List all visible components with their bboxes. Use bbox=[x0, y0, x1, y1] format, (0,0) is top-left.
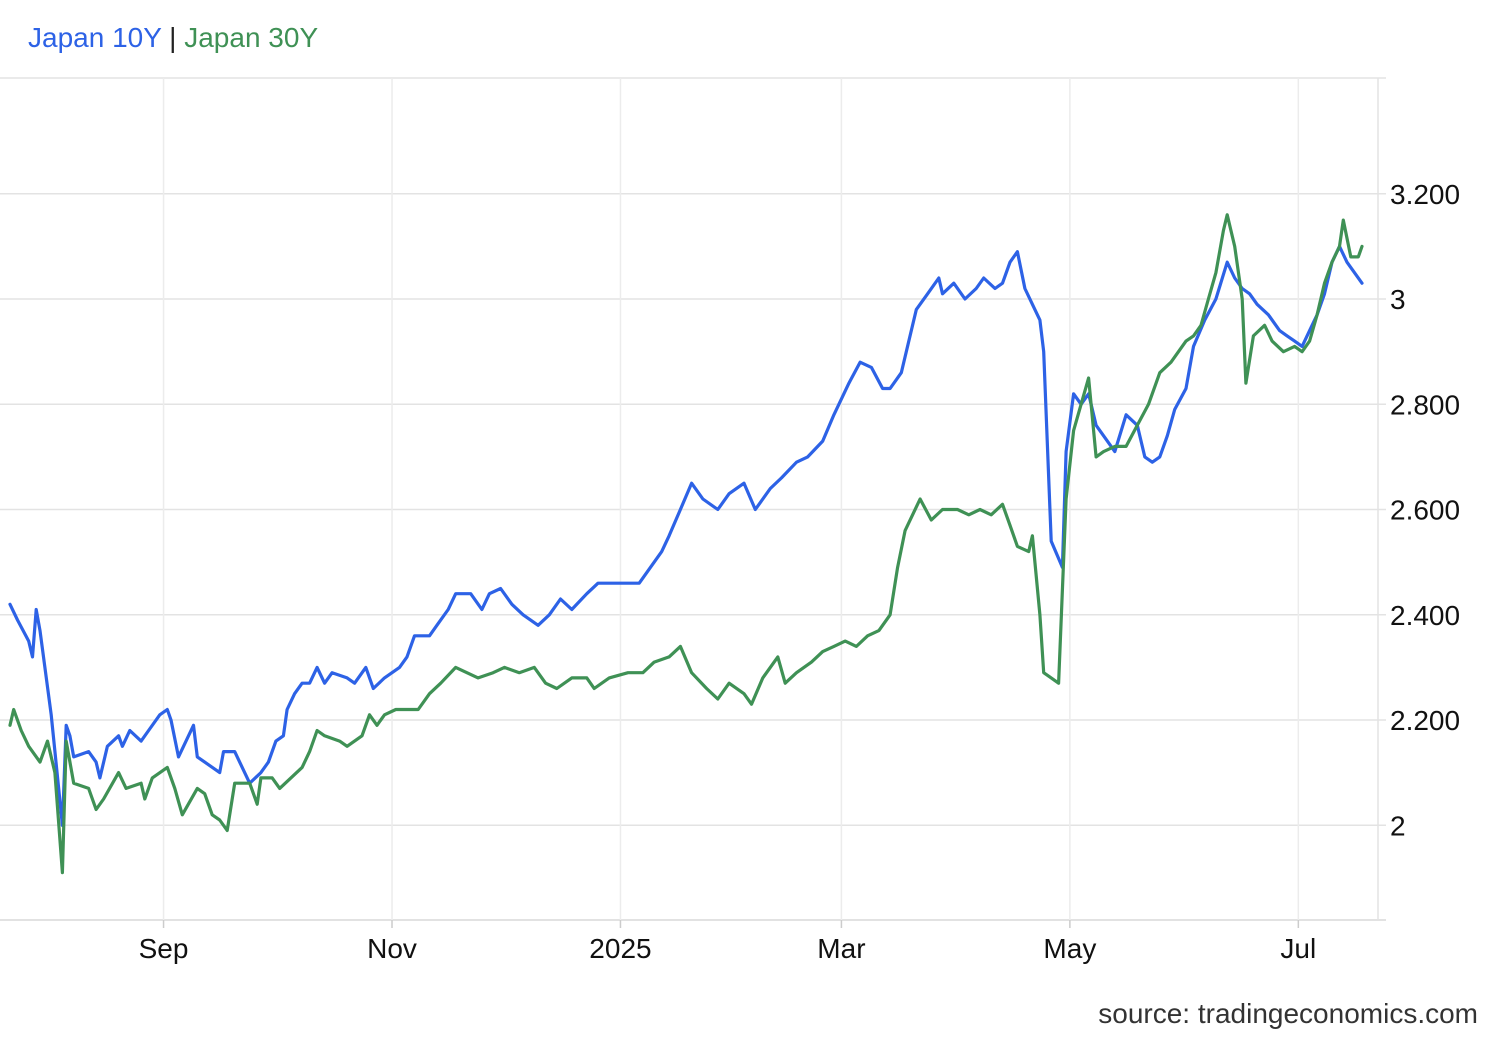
series-line-japan-30y[interactable] bbox=[8, 213, 1364, 875]
y-tick-label: 3 bbox=[1390, 284, 1406, 315]
chart-series bbox=[8, 213, 1364, 875]
x-tick-label: 2025 bbox=[589, 933, 651, 964]
y-tick-label: 2.200 bbox=[1390, 705, 1460, 736]
y-tick-label: 2.600 bbox=[1390, 495, 1460, 526]
y-tick-label: 3.200 bbox=[1390, 179, 1460, 210]
x-tick-label: Sep bbox=[139, 933, 189, 964]
series-line-japan-10y[interactable] bbox=[8, 244, 1364, 827]
y-tick-label: 2 bbox=[1390, 810, 1406, 841]
line-chart[interactable]: 2 2.200 2.400 2.600 2.800 3 3.200 Sep Nov 2025 Ma… bbox=[0, 0, 1500, 1000]
chart-legend: Japan 10Y | Japan 30Y bbox=[28, 22, 318, 54]
x-axis-labels: Sep Nov 2025 Mar May Jul bbox=[139, 933, 1317, 964]
y-axis-labels: 2 2.200 2.400 2.600 2.800 3 3.200 bbox=[1390, 179, 1460, 842]
y-tick-label: 2.400 bbox=[1390, 600, 1460, 631]
chart-grid bbox=[0, 77, 1386, 928]
y-tick-label: 2.800 bbox=[1390, 389, 1460, 420]
source-attribution: source: tradingeconomics.com bbox=[1098, 998, 1478, 1029]
x-tick-label: May bbox=[1043, 933, 1096, 964]
x-tick-label: Mar bbox=[817, 933, 865, 964]
legend-separator: | bbox=[169, 22, 177, 53]
legend-series-japan-10y[interactable]: Japan 10Y bbox=[28, 22, 162, 53]
x-tick-label: Nov bbox=[367, 933, 417, 964]
x-tick-label: Jul bbox=[1280, 933, 1316, 964]
legend-series-japan-30y[interactable]: Japan 30Y bbox=[184, 22, 319, 53]
